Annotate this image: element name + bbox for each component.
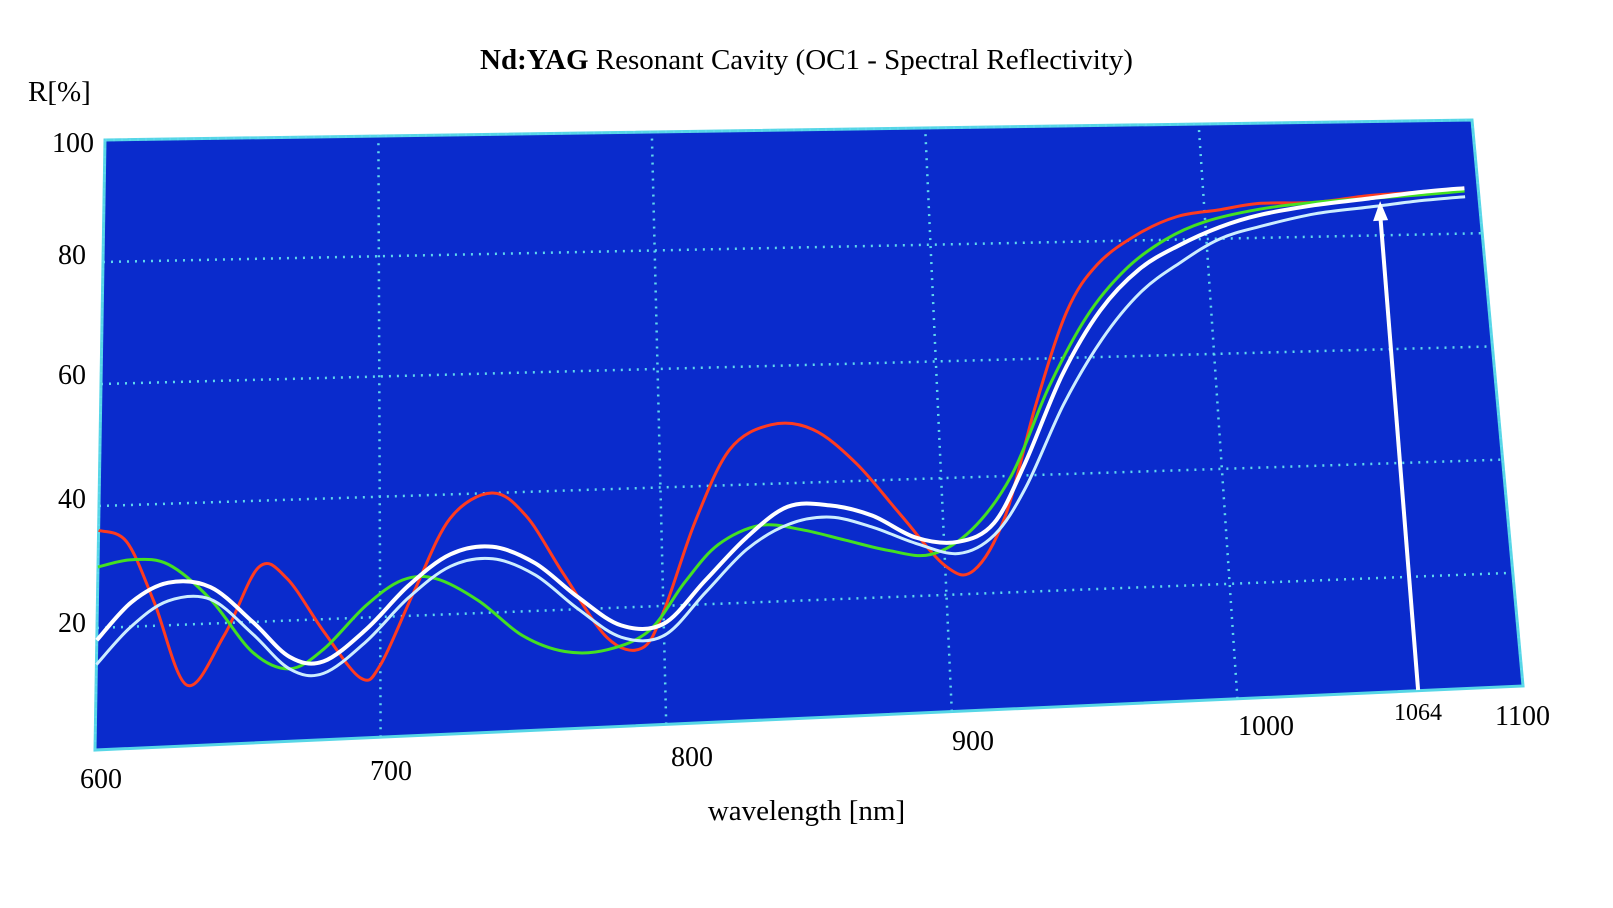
y-axis-label: R[%] bbox=[28, 76, 91, 108]
x-axis-label: wavelength [nm] bbox=[707, 795, 906, 827]
y-tick-label: 20 bbox=[58, 608, 86, 639]
chart-title: Nd:YAG Resonant Cavity (OC1 - Spectral R… bbox=[0, 44, 1613, 77]
x-grid-line bbox=[1470, 119, 1525, 687]
annotation-layer bbox=[1373, 201, 1421, 691]
y-tick-label: 100 bbox=[52, 128, 94, 159]
y-tick-label: 40 bbox=[58, 484, 86, 515]
x-tick-label: 800 bbox=[671, 742, 713, 773]
y-grid-line bbox=[102, 231, 1483, 264]
y-tick-label: 80 bbox=[58, 240, 86, 271]
annotation-arrow-head bbox=[1373, 201, 1389, 222]
x-grid-line bbox=[650, 131, 668, 725]
x-tick-label: 600 bbox=[80, 764, 122, 795]
x-tick-label: 700 bbox=[370, 756, 412, 787]
chart-title-rest: Resonant Cavity (OC1 - Spectral Reflecti… bbox=[588, 44, 1133, 76]
series-line-white bbox=[95, 186, 1465, 666]
x-tick-label: 900 bbox=[952, 726, 994, 757]
x-grid-line bbox=[93, 139, 107, 751]
x-tick-label: 1000 bbox=[1238, 711, 1294, 742]
grid-lines bbox=[93, 118, 1525, 751]
x-tick-label: 1100 bbox=[1495, 701, 1550, 732]
series-line-red bbox=[98, 186, 1465, 688]
y-tick-label: 60 bbox=[58, 360, 86, 391]
series-line-light-blue bbox=[95, 195, 1466, 678]
chart-title-bold: Nd:YAG bbox=[480, 44, 589, 76]
annotation-label: 1064 bbox=[1394, 700, 1442, 726]
annotation-arrow-shaft bbox=[1378, 212, 1421, 691]
series-lines bbox=[95, 186, 1466, 688]
x-grid-line bbox=[1197, 123, 1239, 699]
x-grid-line bbox=[923, 127, 954, 712]
